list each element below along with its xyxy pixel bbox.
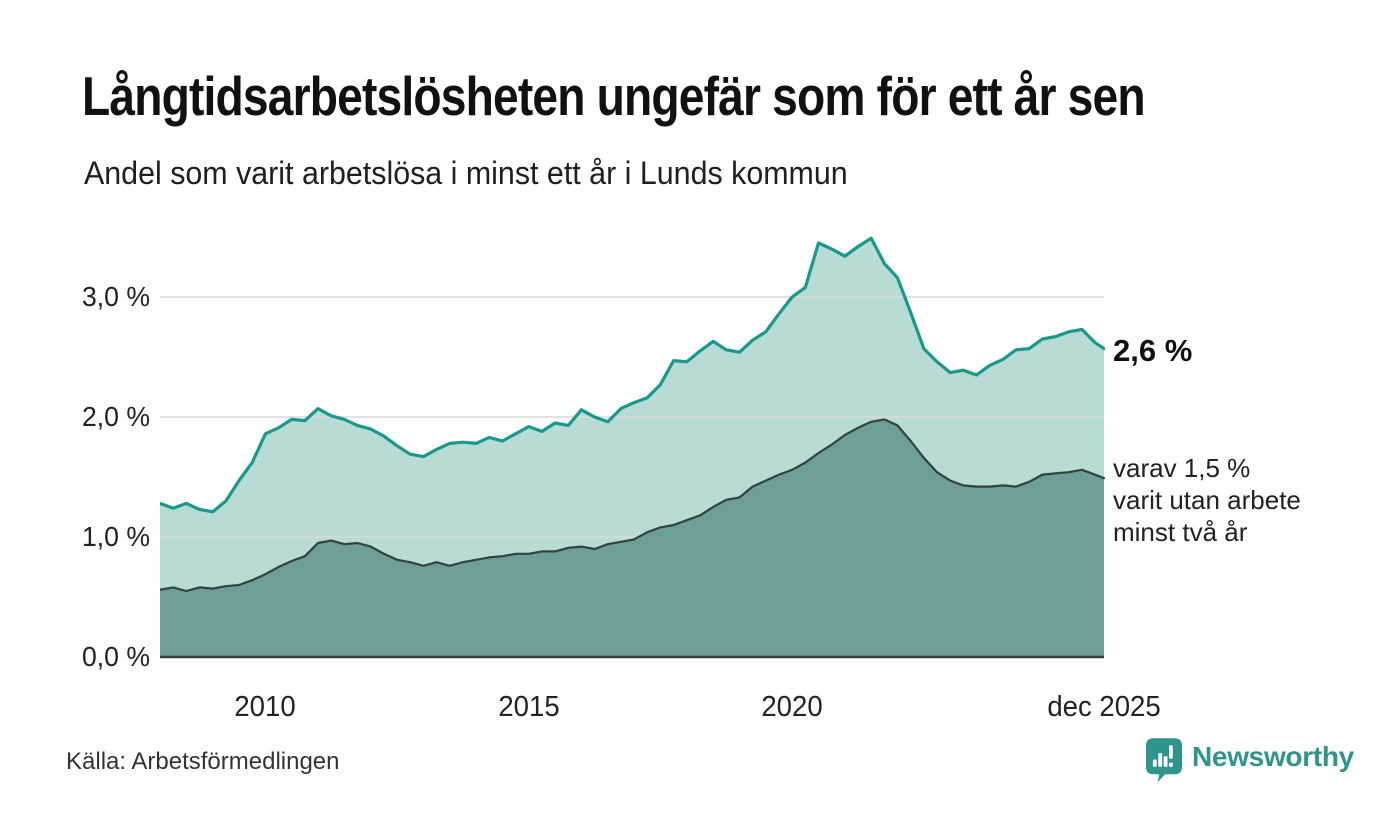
- logo-bar-tall: [1158, 753, 1163, 767]
- line-two-years: [160, 418, 1105, 593]
- brand-name: Newsworthy: [1192, 741, 1354, 772]
- logo-bar-short: [1152, 759, 1157, 767]
- newsworthy-logo: Newsworthy: [1146, 738, 1354, 783]
- y-axis-tick-label: 1,0 %: [81, 521, 150, 552]
- logo-bar-medium: [1163, 756, 1168, 767]
- chart-title: Långtidsarbetslösheten ungefär som för e…: [82, 65, 1146, 127]
- y-axis-tick-label: 2,0 %: [81, 401, 150, 432]
- y-axis-tick-label: 0,0 %: [81, 641, 150, 672]
- end-value-label-total: 2,6 %: [1113, 332, 1193, 368]
- x-axis-tick-label: dec 2025: [1047, 691, 1161, 723]
- logo-exclamation-dot: [1169, 762, 1173, 767]
- area-chart: [160, 236, 1105, 659]
- logo-exclamation-line: [1169, 745, 1173, 759]
- newsworthy-logo-icon: [1146, 738, 1182, 783]
- y-axis-tick-label: 3,0 %: [81, 281, 150, 312]
- source-note: Källa: Arbetsförmedlingen: [66, 748, 340, 775]
- area-fill-two-years: [160, 419, 1104, 657]
- x-axis-tick-label: 2020: [761, 691, 823, 723]
- line-total: [160, 236, 1105, 514]
- x-axis-tick-label: 2010: [234, 691, 296, 723]
- end-value-label-two-years: varav 1,5 % varit utan arbete minst två …: [1113, 453, 1301, 548]
- x-axis-tick-label: 2015: [498, 691, 560, 723]
- chart-subtitle: Andel som varit arbetslösa i minst ett å…: [84, 155, 848, 191]
